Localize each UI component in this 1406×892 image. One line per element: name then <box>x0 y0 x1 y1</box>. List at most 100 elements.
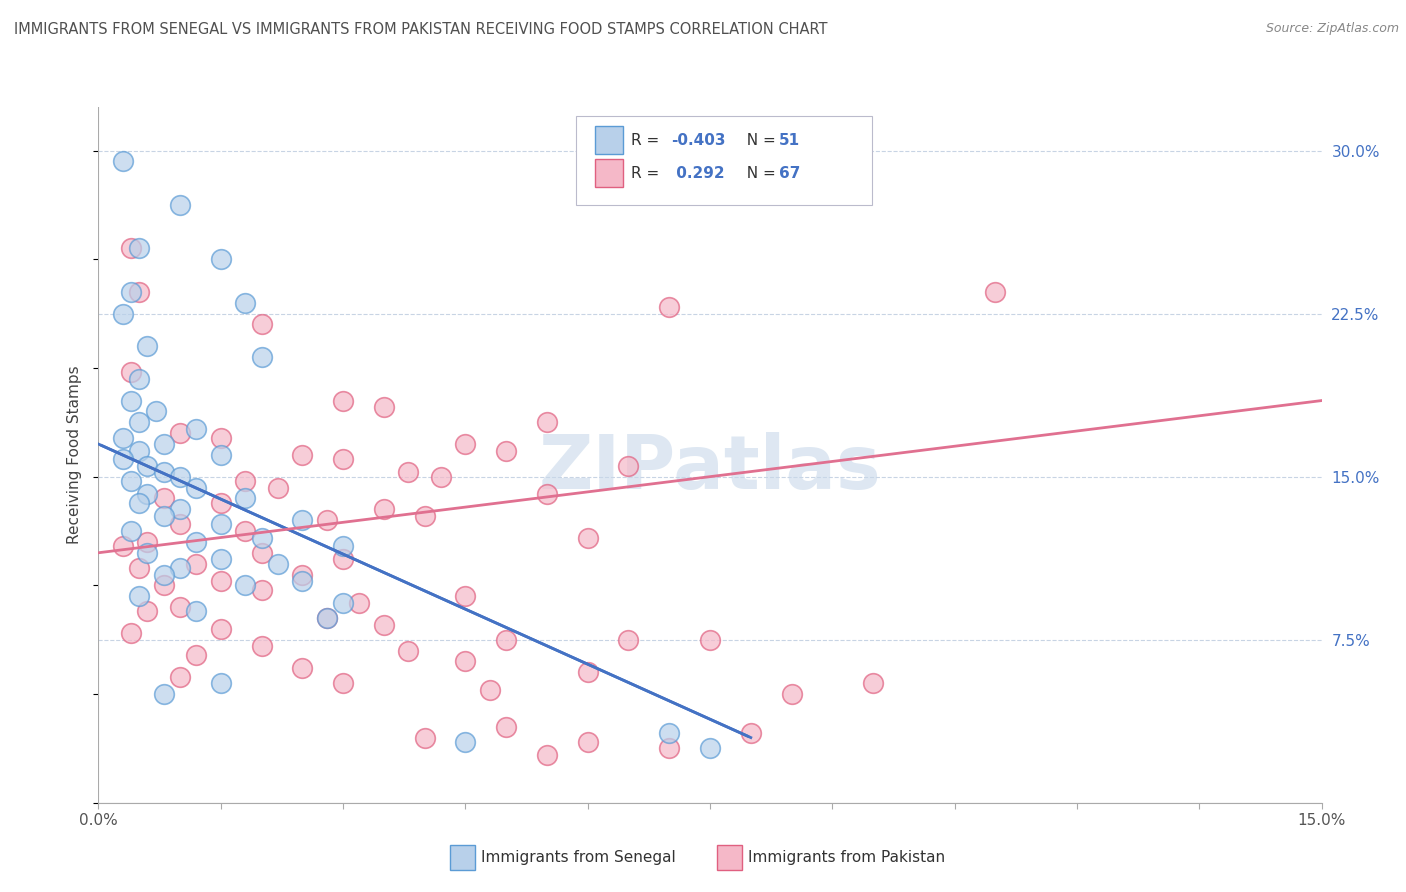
Point <box>145 404 167 418</box>
Text: N =: N = <box>737 166 780 180</box>
Point <box>111 154 134 169</box>
Point <box>291 574 314 588</box>
Point <box>111 307 134 321</box>
Point <box>186 481 208 495</box>
Point <box>267 481 290 495</box>
Point <box>413 508 436 523</box>
Point <box>120 474 142 488</box>
Text: 51: 51 <box>779 133 800 147</box>
Point <box>128 443 150 458</box>
Point <box>136 339 159 353</box>
Point <box>169 561 191 575</box>
Point <box>780 687 803 701</box>
Point <box>291 567 314 582</box>
Point <box>136 487 159 501</box>
Point <box>120 393 142 408</box>
Y-axis label: Receiving Food Stamps: Receiving Food Stamps <box>67 366 83 544</box>
Point <box>209 676 232 690</box>
Point <box>478 682 501 697</box>
Point <box>315 611 337 625</box>
Point <box>454 437 477 451</box>
Point <box>250 546 273 560</box>
Point <box>396 466 419 480</box>
Point <box>658 726 681 740</box>
Point <box>862 676 884 690</box>
Point <box>332 552 354 566</box>
Point <box>111 452 134 467</box>
Point <box>152 508 174 523</box>
Point <box>128 285 150 299</box>
Point <box>233 295 256 310</box>
Point <box>233 474 256 488</box>
Point <box>332 676 354 690</box>
Point <box>454 589 477 603</box>
Text: Source: ZipAtlas.com: Source: ZipAtlas.com <box>1265 22 1399 36</box>
Point <box>136 458 159 473</box>
Point <box>152 491 174 506</box>
Point <box>120 524 142 538</box>
Point <box>250 350 273 364</box>
Point <box>169 670 191 684</box>
Point <box>169 426 191 441</box>
Point <box>136 605 159 619</box>
Point <box>576 735 599 749</box>
Point <box>984 285 1007 299</box>
Point <box>291 448 314 462</box>
Point <box>209 574 232 588</box>
Point <box>120 241 142 255</box>
Point <box>250 639 273 653</box>
Point <box>373 400 395 414</box>
Point <box>536 415 558 429</box>
Point <box>186 535 208 549</box>
Point <box>169 502 191 516</box>
Point <box>291 513 314 527</box>
Point <box>396 643 419 657</box>
Point <box>495 632 517 647</box>
Text: 67: 67 <box>779 166 800 180</box>
Point <box>495 443 517 458</box>
Text: N =: N = <box>737 133 780 147</box>
Point <box>430 469 453 483</box>
Point <box>209 496 232 510</box>
Text: ZIPatlas: ZIPatlas <box>538 433 882 506</box>
Text: Immigrants from Pakistan: Immigrants from Pakistan <box>748 850 945 864</box>
Point <box>267 557 290 571</box>
Point <box>186 422 208 436</box>
Point <box>315 611 337 625</box>
Point <box>111 539 134 553</box>
Point <box>186 605 208 619</box>
Point <box>233 491 256 506</box>
Point <box>349 596 371 610</box>
Text: -0.403: -0.403 <box>671 133 725 147</box>
Point <box>128 241 150 255</box>
Point <box>136 546 159 560</box>
Point <box>332 539 354 553</box>
Point <box>617 632 640 647</box>
Point <box>128 561 150 575</box>
Point <box>373 617 395 632</box>
Point <box>233 524 256 538</box>
Text: Immigrants from Senegal: Immigrants from Senegal <box>481 850 676 864</box>
Point <box>152 567 174 582</box>
Point <box>233 578 256 592</box>
Point <box>209 622 232 636</box>
Point <box>454 735 477 749</box>
Point <box>209 252 232 267</box>
Point <box>152 466 174 480</box>
Point <box>209 517 232 532</box>
Text: IMMIGRANTS FROM SENEGAL VS IMMIGRANTS FROM PAKISTAN RECEIVING FOOD STAMPS CORREL: IMMIGRANTS FROM SENEGAL VS IMMIGRANTS FR… <box>14 22 828 37</box>
Text: R =: R = <box>631 166 665 180</box>
Point <box>536 487 558 501</box>
Point <box>699 632 721 647</box>
Point <box>576 665 599 680</box>
Point <box>120 285 142 299</box>
Point <box>250 318 273 332</box>
Point <box>454 655 477 669</box>
Point <box>658 300 681 314</box>
Point <box>120 626 142 640</box>
Point <box>658 741 681 756</box>
Point <box>413 731 436 745</box>
Point <box>740 726 762 740</box>
Point <box>186 557 208 571</box>
Point <box>136 535 159 549</box>
